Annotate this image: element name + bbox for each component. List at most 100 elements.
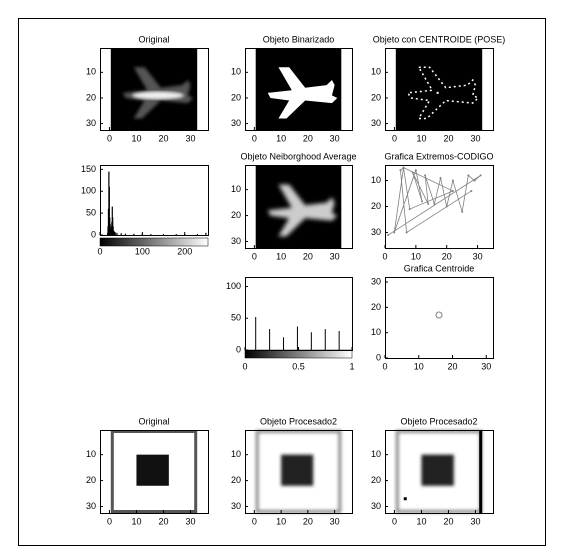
panel-title: Grafica Centroide [404, 263, 475, 273]
x-tick-label: 0 [107, 516, 112, 526]
point [399, 169, 401, 171]
bar [163, 234, 164, 235]
image-shape [404, 497, 407, 500]
x-tick-label: 20 [442, 251, 452, 261]
x-tick-label: 30 [330, 251, 340, 261]
panel-title: Objeto Procesado2 [400, 416, 477, 426]
y-tick-label: 10 [86, 449, 96, 459]
y-tick-label: 30 [231, 118, 241, 128]
x-tick-label: 20 [447, 361, 457, 371]
point [467, 174, 469, 176]
image-shape [132, 91, 184, 99]
panel-title: Original [138, 416, 169, 426]
x-tick-label: 20 [158, 133, 168, 143]
x-tick-label: 0 [107, 133, 112, 143]
y-tick-label: 10 [86, 67, 96, 77]
image-shape [479, 430, 482, 513]
y-tick-label: 30 [371, 276, 381, 286]
image-shape [281, 455, 313, 486]
x-tick-label: 10 [416, 133, 426, 143]
point [433, 203, 435, 205]
point [415, 169, 417, 171]
y-tick-label: 10 [371, 175, 381, 185]
x-tick-label: 0 [252, 516, 257, 526]
point [473, 180, 475, 182]
x-tick-label: 100 [135, 246, 150, 256]
bar [197, 234, 198, 235]
image-shape [421, 455, 453, 486]
y-tick-label: 20 [231, 92, 241, 102]
x-tick-label: 0 [392, 516, 397, 526]
x-tick-label: 0 [382, 251, 387, 261]
x-tick-label: 20 [443, 133, 453, 143]
point [412, 172, 414, 174]
x-tick-label: 0 [382, 361, 387, 371]
bar [133, 234, 134, 235]
image [396, 48, 482, 130]
y-tick-label: 10 [231, 449, 241, 459]
x-tick-label: 30 [185, 516, 195, 526]
point [452, 190, 454, 192]
bar [205, 233, 206, 235]
x-tick-label: 200 [177, 246, 192, 256]
y-tick-label: 100 [226, 281, 241, 291]
x-tick-label: 20 [158, 516, 168, 526]
x-tick-label: 0 [242, 361, 247, 371]
panel-title: Grafica Extremos-CODIGO [384, 151, 493, 161]
bar [176, 234, 177, 235]
y-tick-label: 0 [236, 344, 241, 354]
y-tick-label: 50 [86, 208, 96, 218]
point [480, 174, 482, 176]
y-tick-label: 10 [231, 184, 241, 194]
x-tick-label: 30 [470, 516, 480, 526]
y-tick-label: 30 [86, 118, 96, 128]
x-tick-label: 10 [131, 516, 141, 526]
y-tick-label: 20 [371, 201, 381, 211]
point [393, 231, 395, 233]
bar [125, 234, 126, 235]
y-tick-label: 20 [231, 475, 241, 485]
y-tick-label: 20 [371, 302, 381, 312]
point [461, 211, 463, 213]
bar [115, 232, 116, 235]
colorbar [100, 238, 208, 246]
x-tick-label: 30 [470, 133, 480, 143]
x-tick-label: 20 [303, 133, 313, 143]
y-tick-label: 30 [231, 501, 241, 511]
y-tick-label: 0 [91, 229, 96, 239]
x-tick-label: 20 [303, 516, 313, 526]
y-tick-label: 10 [371, 327, 381, 337]
y-tick-label: 30 [86, 501, 96, 511]
point [409, 208, 411, 210]
point [470, 190, 472, 192]
x-tick-label: 20 [443, 516, 453, 526]
panel-title: Objeto Neiborghood Average [241, 151, 357, 161]
point [452, 180, 454, 182]
point [440, 177, 442, 179]
x-tick-label: 10 [416, 516, 426, 526]
x-tick-label: 30 [330, 516, 340, 526]
point [403, 167, 405, 169]
y-tick-label: 30 [371, 118, 381, 128]
x-tick-label: 10 [276, 516, 286, 526]
x-tick-label: 30 [473, 251, 483, 261]
y-tick-label: 20 [371, 475, 381, 485]
panel-title: Original [138, 34, 169, 44]
y-tick-label: 20 [86, 92, 96, 102]
x-tick-label: 10 [276, 251, 286, 261]
image-shape [136, 455, 168, 486]
y-tick-label: 20 [371, 92, 381, 102]
y-tick-label: 150 [81, 164, 96, 174]
x-tick-label: 10 [411, 251, 421, 261]
bar [121, 233, 122, 235]
point [424, 174, 426, 176]
point [421, 200, 423, 202]
point [387, 234, 389, 236]
colorbar [245, 350, 352, 358]
x-tick-label: 10 [276, 133, 286, 143]
x-tick-label: 0 [252, 133, 257, 143]
x-tick-label: 10 [414, 361, 424, 371]
x-tick-label: 0 [252, 251, 257, 261]
x-tick-label: 20 [303, 251, 313, 261]
y-tick-label: 30 [371, 501, 381, 511]
